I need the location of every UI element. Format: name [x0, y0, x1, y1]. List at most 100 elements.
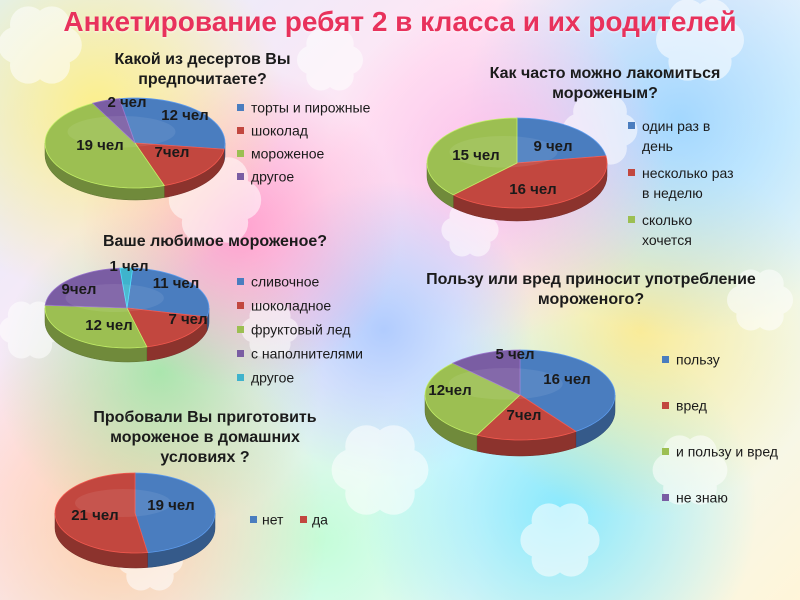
legend-swatch: [237, 302, 244, 309]
legend-label: торты и пирожные: [251, 100, 371, 116]
legend-swatch: [300, 516, 307, 523]
legend-label: несколько раз в неделю: [642, 165, 734, 201]
data-label: 19 чел: [147, 497, 194, 514]
pie-slice-другое: [91, 98, 136, 144]
flower-shape: [297, 29, 363, 91]
legend-label: мороженое: [251, 146, 324, 162]
flower-shape: [520, 503, 600, 577]
legend-swatch: [662, 448, 669, 455]
data-label: 12 чел: [85, 317, 132, 334]
legend-label: и пользу и вред: [676, 444, 778, 460]
legend-label: вред: [676, 398, 707, 414]
data-label: 9 чел: [533, 138, 572, 155]
legend-label: другое: [251, 169, 294, 185]
flower-shape: [241, 303, 299, 357]
pie-chart-3: 16 чел 7чел 12чел 5 чел пользу вред и пользу и…: [424, 346, 778, 506]
data-label: 7 чел: [168, 311, 207, 328]
legend-label: пользу: [676, 352, 720, 368]
legend-swatch: [250, 516, 257, 523]
legend-label: да: [312, 512, 328, 528]
data-label: 15 чел: [452, 147, 499, 164]
chart-legend: пользу вред и пользу и вред не знаю: [662, 352, 778, 506]
legend-label: сливочное: [251, 274, 320, 290]
chart-legend: торты и пирожные шоколад мороженое другое: [237, 100, 371, 185]
legend-label: не знаю: [676, 490, 728, 506]
pie-sheen: [67, 116, 176, 148]
pie-slice-фруктовый-лед: [44, 304, 148, 349]
legend-label: фруктовый лед: [251, 322, 351, 338]
legend-label: один раз в день: [642, 118, 710, 154]
data-label: 7чел: [155, 144, 190, 161]
pie-slice-шоколадное: [126, 307, 208, 348]
data-label: 11 чел: [153, 275, 200, 292]
legend-label: с наполнителями: [251, 346, 363, 362]
legend-swatch: [237, 150, 244, 157]
pie-slice-один-раз-в-день: [516, 117, 607, 164]
chart-title-favorite: Ваше любимое мороженое?: [102, 233, 328, 250]
data-label: 21 чел: [71, 507, 118, 524]
legend-swatch: [237, 104, 244, 111]
data-label: 12чел: [428, 382, 471, 399]
legend-swatch: [662, 402, 669, 409]
flower-shape: [652, 435, 728, 505]
pie-slice-другое: [119, 267, 134, 309]
data-label: 5 чел: [495, 346, 534, 363]
legend-swatch: [237, 374, 244, 381]
chart-title-frequency: Как часто можно лакомиться мороженым?: [489, 65, 721, 102]
pie-chart-1: 9 чел 16 чел 15 чел один раз в день несколько…: [426, 117, 734, 248]
legend-swatch: [662, 356, 669, 363]
legend-swatch: [662, 494, 669, 501]
pie-sheen: [449, 136, 558, 168]
legend-label: шоколад: [251, 123, 308, 139]
flower-shape: [727, 269, 793, 331]
pie-sheen: [75, 489, 171, 517]
flower-shape: [331, 425, 429, 515]
data-label: 19 чел: [76, 137, 123, 154]
legend-swatch: [237, 173, 244, 180]
legend-label: сколько хочется: [642, 212, 693, 248]
pie-slice-пользу: [519, 349, 616, 432]
chart-legend: нет да: [250, 512, 328, 528]
legend-label: нет: [262, 512, 284, 528]
pie-chart-4: 19 чел 21 чел нет да: [54, 472, 328, 569]
pie-slice-несколько-раз-в-неделю: [452, 155, 608, 209]
pie-slice-мороженое: [44, 102, 165, 189]
data-label: 2 чел: [107, 94, 146, 111]
legend-swatch: [628, 216, 635, 223]
legend-swatch: [237, 326, 244, 333]
pie-slice-сколько-хочется: [426, 117, 518, 196]
chart-title-homemade: Пробовали Вы приготовить мороженое в дом…: [93, 409, 317, 466]
flower-shape: [441, 203, 499, 257]
chart-title-benefit: Пользу или вред приносит употребление мо…: [426, 271, 756, 308]
data-label: 1 чел: [109, 258, 148, 275]
pie-slice-не-знаю: [451, 349, 521, 396]
legend-swatch: [628, 122, 635, 129]
page-title: Анкетирование ребят 2 в класса и их роди…: [63, 6, 737, 37]
data-label: 9чел: [62, 281, 97, 298]
data-label: 16 чел: [543, 371, 590, 388]
pie-slice-сливочное: [126, 267, 210, 318]
chart-title-desserts: Какой из десертов Вы предпочитаете?: [114, 51, 291, 88]
pie-chart-0: 12 чел 7чел 19 чел 2 чел торты и пирожные шок…: [44, 94, 371, 201]
pie-slice-нет: [134, 472, 216, 553]
legend-swatch: [237, 350, 244, 357]
data-label: 7чел: [507, 407, 542, 424]
pie-slice-и-пользу-и-вред: [424, 362, 521, 436]
legend-swatch: [237, 127, 244, 134]
legend-label: шоколадное: [251, 298, 331, 314]
pie-slice-с-наполнителями: [44, 267, 128, 309]
pie-chart-2: 11 чел 7 чел 12 чел 9чел 1 чел сливочное шокол…: [44, 258, 363, 386]
legend-label: другое: [251, 370, 294, 386]
pie-slice-вред: [476, 394, 577, 441]
pie-sheen: [65, 284, 164, 312]
pie-slice-торты-и-пирожные: [118, 97, 226, 150]
pie-slice-да: [54, 472, 149, 554]
legend-swatch: [237, 278, 244, 285]
flower-shape: [0, 6, 82, 84]
flower-shape: [656, 0, 744, 81]
legend-swatch: [628, 169, 635, 176]
data-label: 16 чел: [509, 181, 556, 198]
pie-sheen: [448, 368, 563, 400]
